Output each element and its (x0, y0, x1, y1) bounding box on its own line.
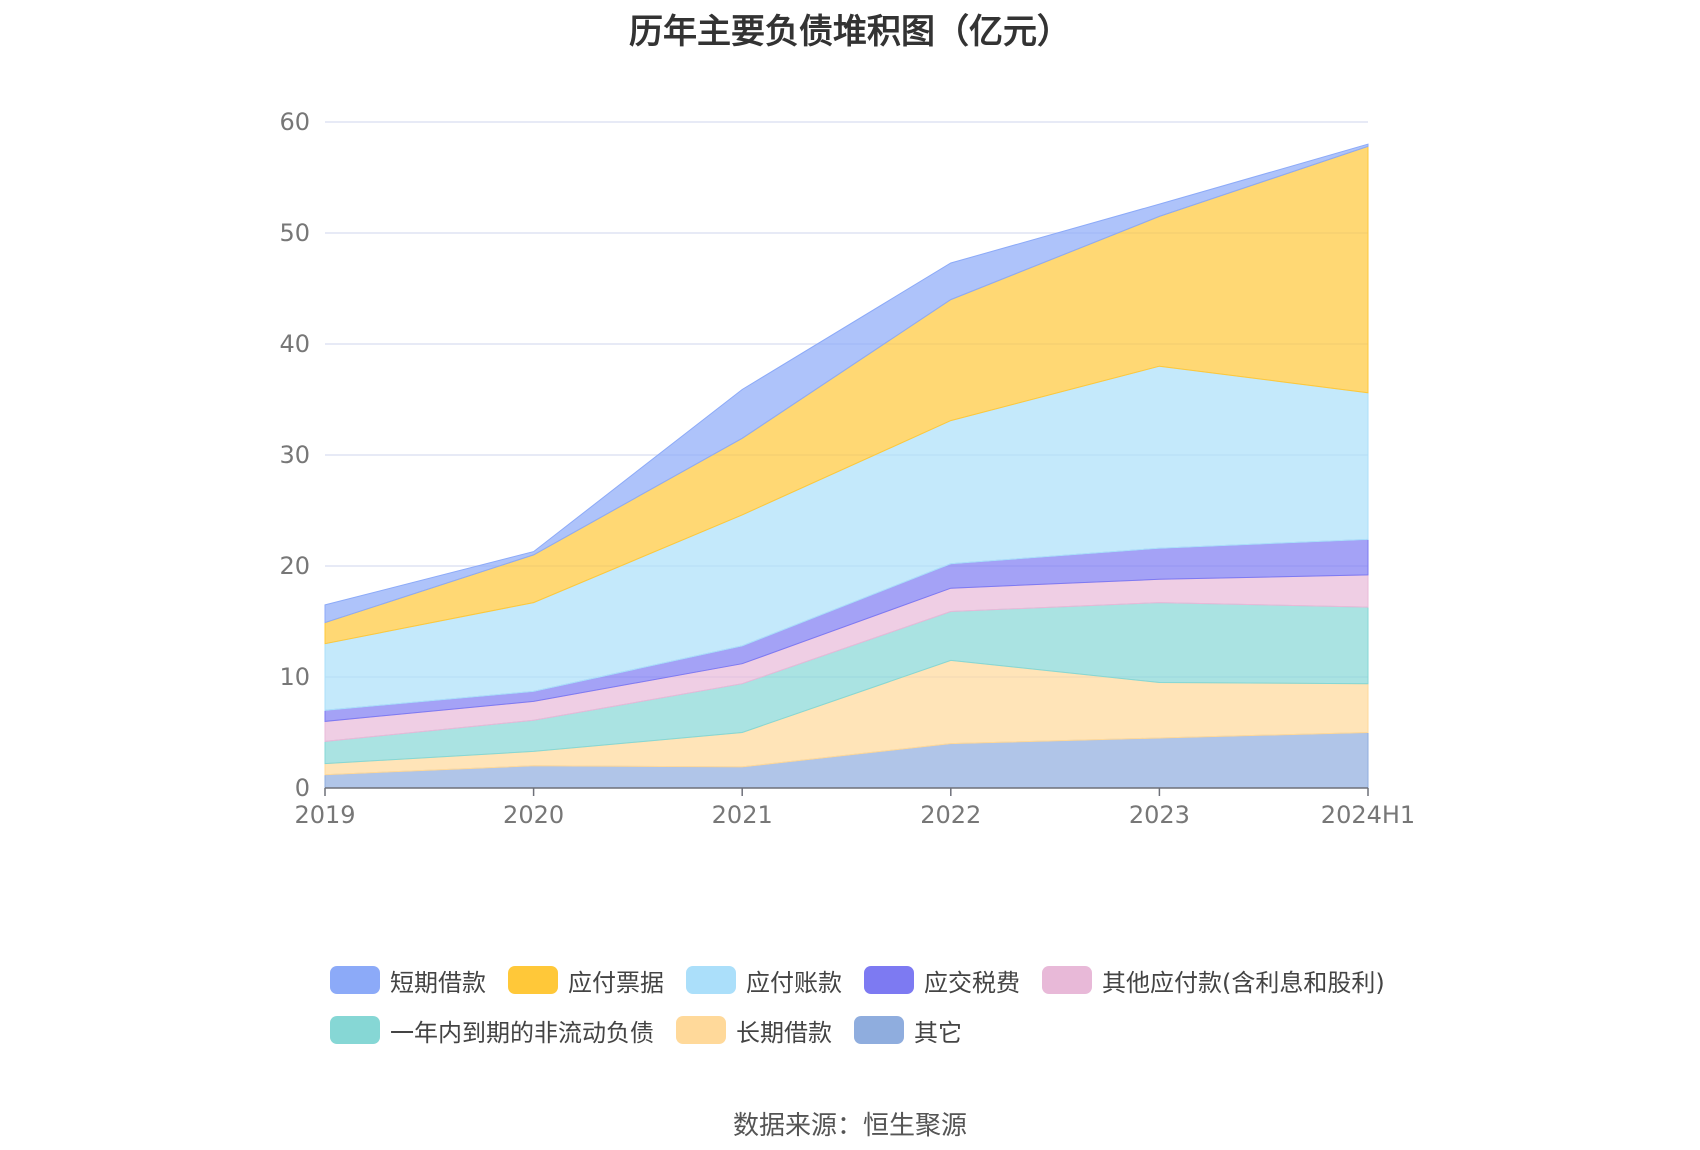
legend-swatch (508, 966, 558, 994)
x-tick-label: 2019 (294, 801, 355, 829)
legend-item[interactable]: 一年内到期的非流动负债 (330, 1013, 654, 1048)
legend-label: 应付票据 (568, 968, 664, 997)
legend-item[interactable]: 应付票据 (508, 963, 664, 998)
legend-item[interactable]: 应付账款 (686, 963, 842, 998)
chart-title: 历年主要负债堆积图（亿元） (629, 12, 1071, 52)
y-tick-label: 30 (279, 441, 310, 469)
legend-swatch (676, 1016, 726, 1044)
legend-row: 一年内到期的非流动负债 长期借款 其它 (330, 1005, 1430, 1055)
legend-label: 应付账款 (746, 968, 842, 997)
area-layer (324, 143, 1369, 789)
source-note: 数据来源：恒生聚源 (732, 1111, 967, 1141)
legend-row: 短期借款 应付票据 应付账款 应交税费 其他应付款(含利息和股利) (330, 955, 1430, 1005)
legend-item[interactable]: 其他应付款(含利息和股利) (1042, 963, 1385, 998)
legend-item[interactable]: 短期借款 (330, 963, 486, 998)
legend-swatch (330, 1016, 380, 1044)
axis-layer: 0 10 20 30 40 50 60 2019 2020 2021 2022 2023 2024H1 (279, 108, 1415, 829)
x-tick-label: 2023 (1129, 801, 1190, 829)
legend-label: 其它 (914, 1018, 962, 1047)
y-tick-label: 20 (279, 552, 310, 580)
legend-item[interactable]: 其它 (854, 1013, 962, 1048)
x-tick-label: 2024H1 (1321, 801, 1415, 829)
legend-swatch (1042, 966, 1092, 994)
legend-label: 其他应付款(含利息和股利) (1102, 968, 1385, 997)
y-tick-label: 40 (279, 330, 310, 358)
y-tick-label: 10 (279, 663, 310, 691)
legend-swatch (330, 966, 380, 994)
legend-label: 应交税费 (924, 968, 1020, 997)
legend-label: 短期借款 (390, 968, 486, 997)
legend-swatch (854, 1016, 904, 1044)
legend-label: 一年内到期的非流动负债 (390, 1018, 654, 1047)
y-tick-label: 50 (279, 219, 310, 247)
legend-swatch (864, 966, 914, 994)
area-series-7[interactable] (324, 143, 1369, 624)
legend-label: 长期借款 (736, 1018, 832, 1047)
y-tick-label: 60 (279, 108, 310, 136)
legend: 短期借款 应付票据 应付账款 应交税费 其他应付款(含利息和股利) 一年内到期的非流动负债… (330, 955, 1430, 1055)
x-tick-label: 2021 (712, 801, 773, 829)
x-tick-label: 2020 (503, 801, 564, 829)
x-tick-label: 2022 (920, 801, 981, 829)
legend-swatch (686, 966, 736, 994)
legend-item[interactable]: 应交税费 (864, 963, 1020, 998)
y-tick-label: 0 (295, 774, 310, 802)
legend-item[interactable]: 长期借款 (676, 1013, 832, 1048)
